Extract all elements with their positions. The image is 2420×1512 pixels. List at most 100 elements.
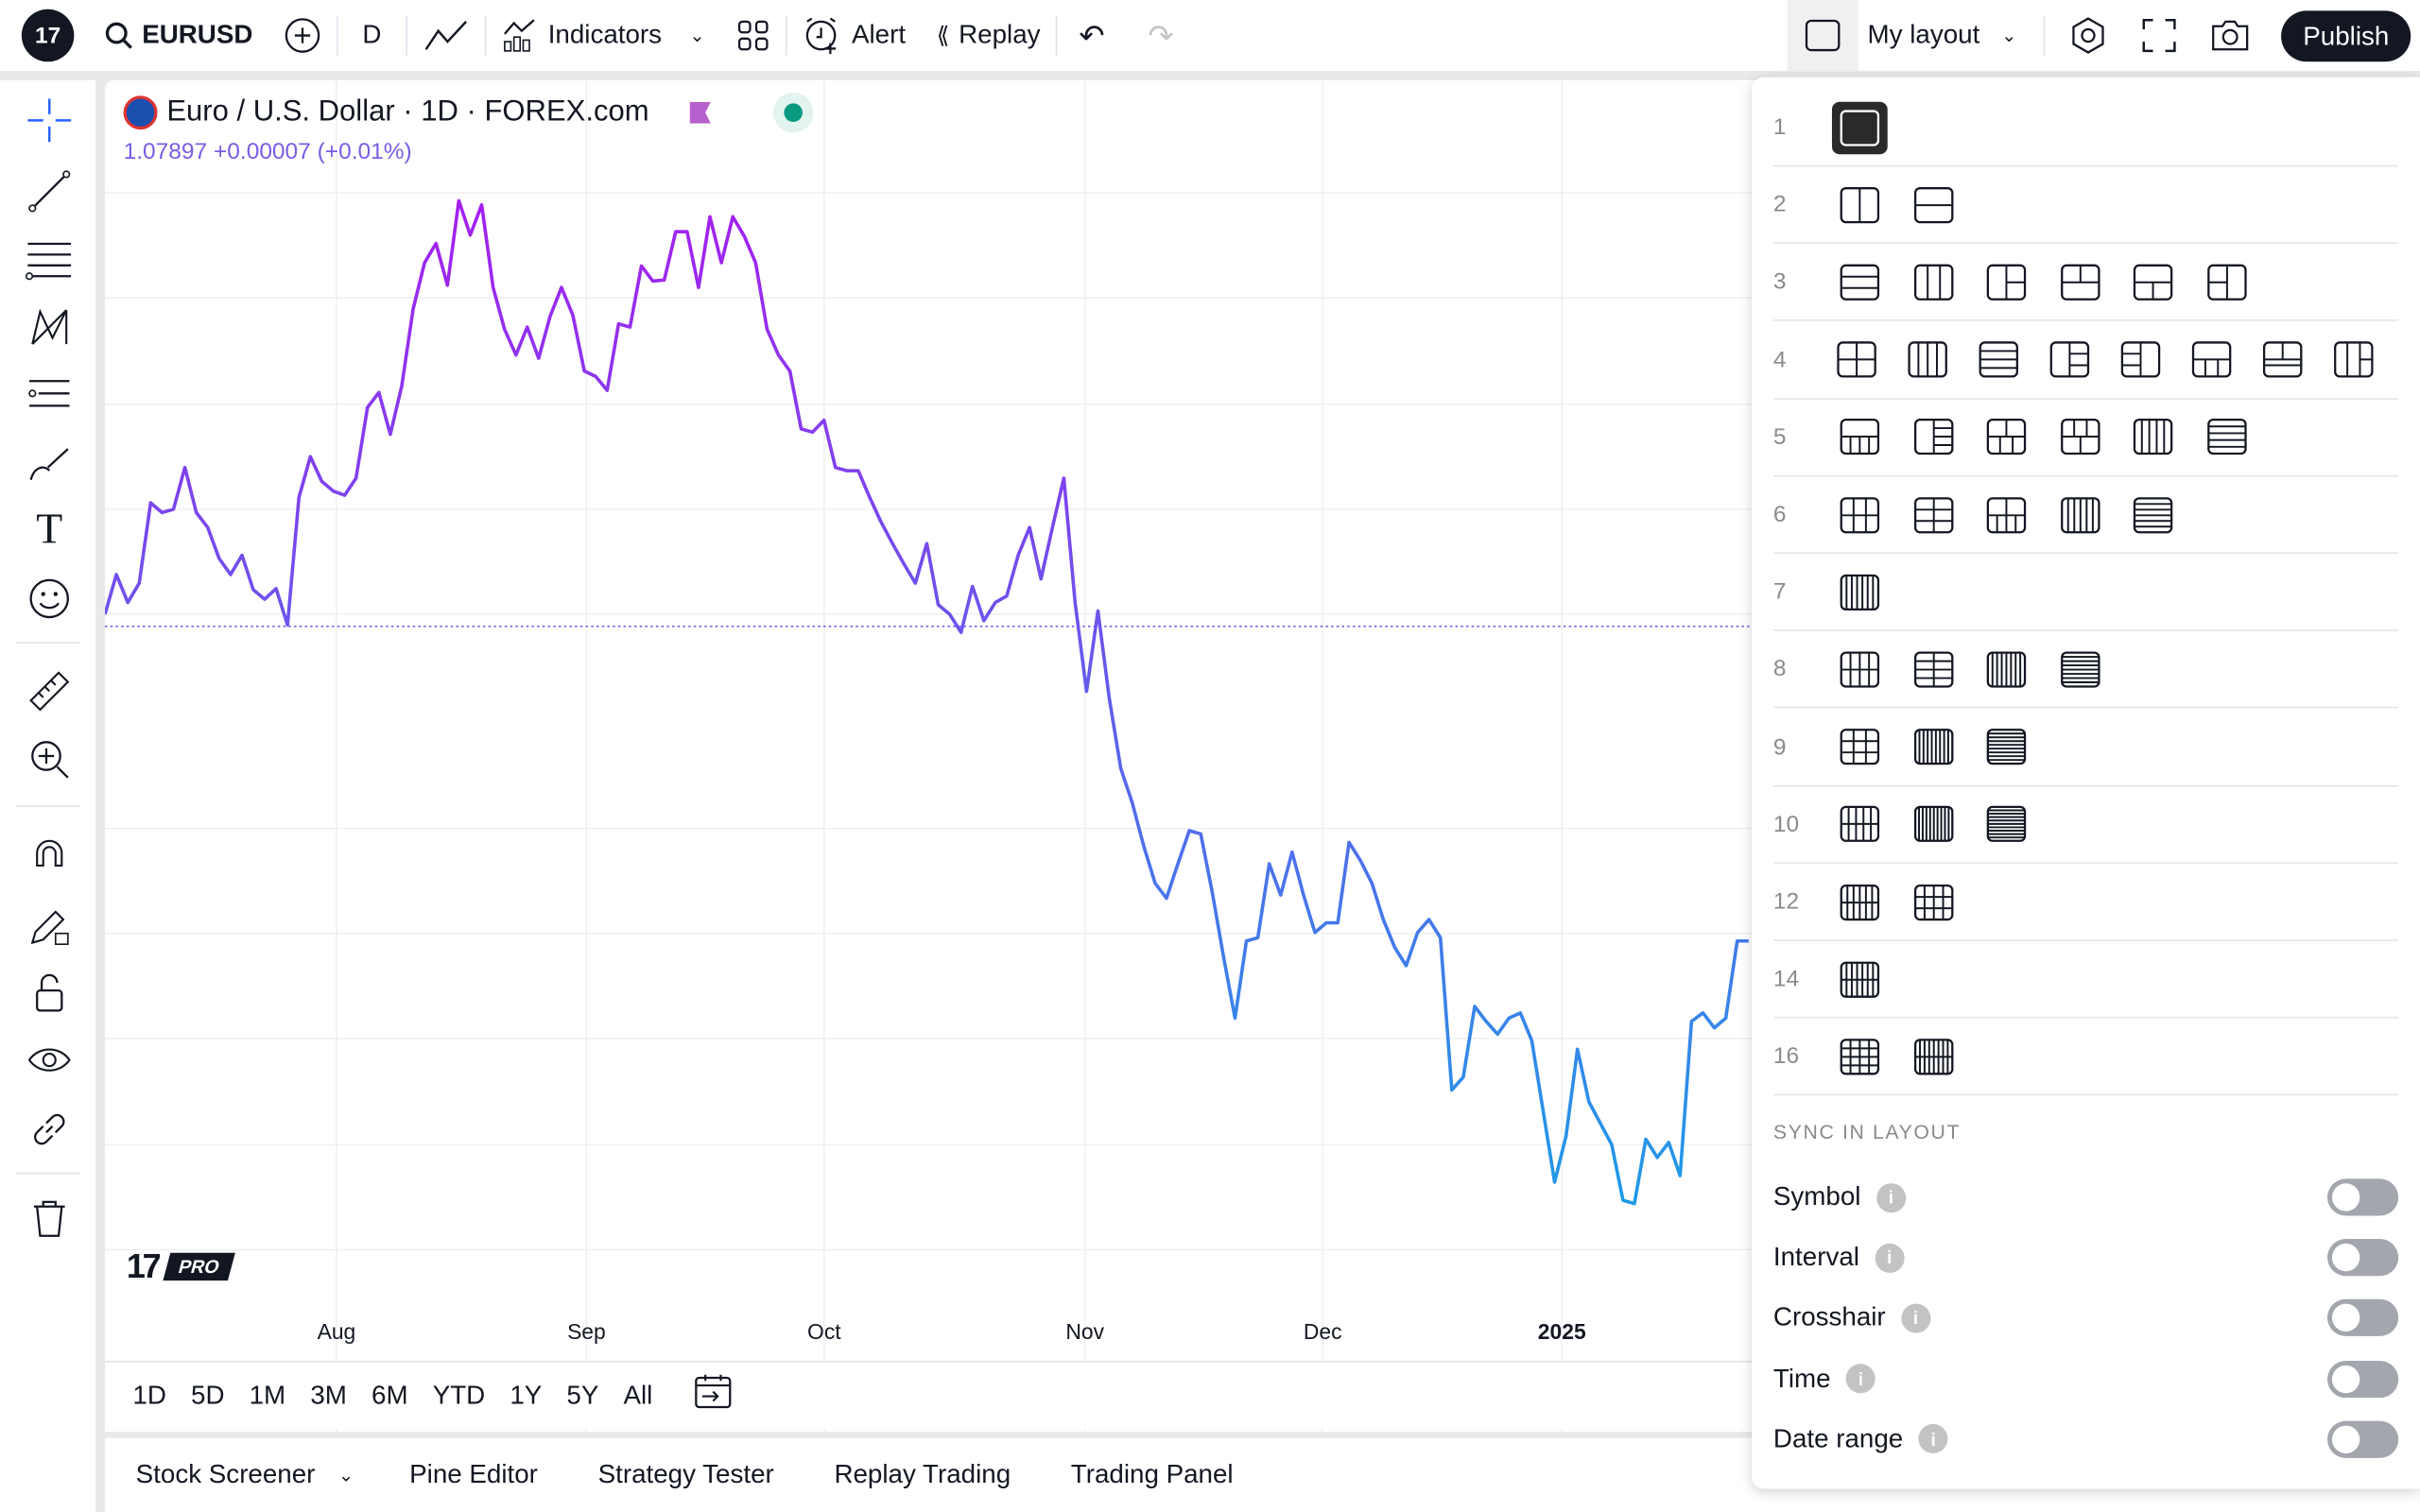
info-icon[interactable]: i bbox=[1845, 1364, 1876, 1394]
sync-toggle[interactable] bbox=[2327, 1360, 2399, 1398]
market-status-icon[interactable] bbox=[772, 92, 813, 133]
bottom-tab[interactable]: Strategy Tester bbox=[597, 1459, 774, 1489]
bottom-tab[interactable]: Stock Screener bbox=[135, 1459, 316, 1489]
chevron-down-icon[interactable]: ⌄ bbox=[337, 1464, 354, 1486]
publish-button[interactable]: Publish bbox=[2281, 10, 2411, 62]
settings-button[interactable] bbox=[2052, 0, 2123, 71]
layout-option-5x2[interactable] bbox=[1832, 799, 1888, 851]
bottom-tab[interactable]: Replay Trading bbox=[834, 1459, 1011, 1489]
interval-button[interactable]: D bbox=[337, 0, 406, 71]
text-tool[interactable]: T bbox=[22, 503, 78, 558]
layout-option-3h[interactable] bbox=[1832, 256, 1888, 309]
fib-tool[interactable] bbox=[22, 232, 78, 287]
indicators-button[interactable]: Indicators ⌄ bbox=[486, 0, 720, 71]
info-icon[interactable]: i bbox=[1918, 1424, 1948, 1454]
layout-option-5v[interactable] bbox=[2125, 411, 2181, 464]
info-icon[interactable]: i bbox=[1875, 1243, 1905, 1273]
layout-option-10v[interactable] bbox=[1906, 799, 1962, 851]
sync-toggle[interactable] bbox=[2327, 1299, 2399, 1337]
range-button-3m[interactable]: 3M bbox=[310, 1380, 347, 1410]
sync-toggle[interactable] bbox=[2327, 1420, 2399, 1458]
layouts-button[interactable] bbox=[720, 0, 786, 71]
layout-option-3x2[interactable] bbox=[1832, 489, 1888, 541]
sync-toggle[interactable] bbox=[2327, 1178, 2399, 1216]
layout-option-9h[interactable] bbox=[1979, 721, 2034, 774]
forecast-tool[interactable] bbox=[22, 368, 78, 423]
lock-drawing-tool[interactable] bbox=[22, 898, 78, 954]
undo-button[interactable]: ↶ bbox=[1057, 0, 1126, 71]
layout-option-2x3[interactable] bbox=[1906, 489, 1962, 541]
layout-option-6v[interactable] bbox=[2052, 489, 2108, 541]
lock-all-tool[interactable] bbox=[22, 966, 78, 1022]
layout-option-4x2[interactable] bbox=[1832, 644, 1888, 696]
layout-option-8v[interactable] bbox=[1979, 644, 2034, 696]
bottom-tab[interactable]: Trading Panel bbox=[1070, 1459, 1234, 1489]
layout-option-2x2[interactable] bbox=[1829, 334, 1882, 387]
layout-option-2h[interactable] bbox=[1906, 179, 1962, 232]
layout-option-7x2[interactable] bbox=[1832, 953, 1888, 1005]
layout-option-4-top-split[interactable] bbox=[2256, 334, 2309, 387]
layout-option-4-left-big[interactable] bbox=[2043, 334, 2096, 387]
layout-option-8h[interactable] bbox=[2052, 644, 2108, 696]
replay-button[interactable]: ⟪ Replay bbox=[921, 0, 1055, 71]
alert-button[interactable]: Alert bbox=[786, 0, 921, 71]
magnet-tool[interactable] bbox=[22, 830, 78, 885]
range-button-1y[interactable]: 1Y bbox=[510, 1380, 543, 1410]
tradingview-logo[interactable]: 17 bbox=[21, 9, 75, 62]
layout-option-single[interactable] bbox=[1831, 100, 1888, 154]
layout-option-7v[interactable] bbox=[1832, 566, 1888, 619]
chevron-down-icon[interactable]: ⌄ bbox=[689, 25, 705, 46]
range-button-5y[interactable]: 5Y bbox=[566, 1380, 599, 1410]
hide-tool[interactable] bbox=[22, 1034, 78, 1090]
layout-option-3-left-big[interactable] bbox=[1979, 256, 2034, 309]
info-icon[interactable]: i bbox=[1876, 1182, 1906, 1212]
link-tool[interactable] bbox=[22, 1102, 78, 1158]
trend-line-tool[interactable] bbox=[22, 163, 78, 219]
layout-option-4x4[interactable] bbox=[1832, 1030, 1888, 1083]
layout-option-3v[interactable] bbox=[1906, 256, 1962, 309]
range-button-1d[interactable]: 1D bbox=[132, 1380, 166, 1410]
redo-button[interactable]: ↷ bbox=[1127, 0, 1196, 71]
layout-option-3-right-big[interactable] bbox=[2199, 256, 2255, 309]
range-button-1m[interactable]: 1M bbox=[249, 1380, 286, 1410]
layout-option-3-bottom-split[interactable] bbox=[2125, 256, 2181, 309]
layout-name-button[interactable]: My layout ⌄ bbox=[1852, 0, 2032, 71]
layout-option-4x3[interactable] bbox=[1906, 876, 1962, 929]
range-button-ytd[interactable]: YTD bbox=[432, 1380, 486, 1410]
emoji-tool[interactable] bbox=[22, 571, 78, 627]
chart-type-button[interactable] bbox=[407, 0, 485, 71]
flag-icon[interactable] bbox=[689, 101, 711, 124]
layout-option-5-2-3[interactable] bbox=[1979, 411, 2034, 464]
range-button-6m[interactable]: 6M bbox=[372, 1380, 408, 1410]
layout-option-5-3-2[interactable] bbox=[2052, 411, 2108, 464]
layout-option-2v[interactable] bbox=[1832, 179, 1888, 232]
layout-option-5-bottom-4[interactable] bbox=[1832, 411, 1888, 464]
range-button-5d[interactable]: 5D bbox=[191, 1380, 225, 1410]
remove-drawings-tool[interactable] bbox=[22, 1191, 78, 1246]
layout-toggle-button[interactable] bbox=[1787, 0, 1858, 72]
layout-option-4-right-big[interactable] bbox=[2114, 334, 2167, 387]
layout-option-5h[interactable] bbox=[2199, 411, 2255, 464]
layout-option-2x4[interactable] bbox=[1906, 644, 1962, 696]
range-button-all[interactable]: All bbox=[623, 1380, 653, 1410]
zoom-tool[interactable] bbox=[22, 731, 78, 787]
sync-toggle[interactable] bbox=[2327, 1239, 2399, 1277]
symbol-search-button[interactable]: EURUSD bbox=[90, 0, 268, 71]
layout-option-6h[interactable] bbox=[2125, 489, 2181, 541]
layout-option-10h[interactable] bbox=[1979, 799, 2034, 851]
fullscreen-button[interactable] bbox=[2127, 0, 2192, 71]
layout-option-4v[interactable] bbox=[1901, 334, 1954, 387]
go-to-date-button[interactable] bbox=[681, 1371, 746, 1419]
measure-tool[interactable] bbox=[22, 663, 78, 719]
symbol-title[interactable]: Euro / U.S. Dollar · 1D · FOREX.com bbox=[166, 95, 649, 129]
layout-option-3-top-split[interactable] bbox=[2052, 256, 2108, 309]
bottom-tab[interactable]: Pine Editor bbox=[409, 1459, 538, 1489]
crosshair-tool[interactable] bbox=[22, 93, 78, 148]
info-icon[interactable]: i bbox=[1901, 1303, 1931, 1333]
layout-option-4h[interactable] bbox=[1972, 334, 2025, 387]
layout-option-6-2-4[interactable] bbox=[1979, 489, 2034, 541]
layout-option-5-left-big[interactable] bbox=[1906, 411, 1962, 464]
pattern-tool[interactable] bbox=[22, 300, 78, 355]
compare-symbol-button[interactable] bbox=[268, 0, 337, 71]
screenshot-button[interactable] bbox=[2195, 0, 2266, 71]
